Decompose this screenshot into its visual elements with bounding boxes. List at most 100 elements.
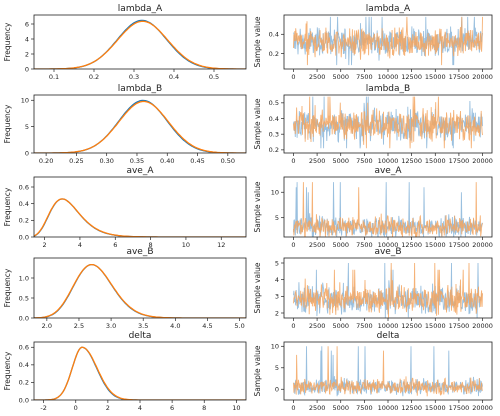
trace-line-chain-2: [293, 346, 483, 397]
panel-ave_A-density: ave_A Frequency 2 4 6 8 10 12 0.0 0.2 0.4 0.6: [3, 166, 247, 249]
y-tick-label: 10: [21, 97, 29, 105]
y-tick-label: 10: [271, 343, 279, 351]
x-tick-label: 15000: [425, 322, 446, 330]
x-tick-label: 10000: [378, 73, 399, 81]
y-tick-label: 10: [271, 189, 279, 197]
density-line-chain-2: [34, 100, 246, 153]
panel-ave_B-density: ave_B Frequency 2.0 2.5 3.0 3.5 4.0 4.5 5.0 0.0 0.…: [3, 247, 247, 330]
x-tick-label: 0: [291, 157, 295, 165]
y-tick-label: 0.4: [19, 200, 29, 208]
axes-frame: [33, 257, 247, 319]
y-axis-label: Sample value: [253, 262, 262, 313]
x-tick-label: 6: [170, 404, 174, 412]
x-tick-label: 0.40: [160, 157, 174, 165]
x-tick-label: 0.5: [209, 73, 219, 81]
plot-area: [34, 19, 246, 69]
y-tick-label: 0.6: [19, 344, 29, 352]
density-line-chain-1: [34, 19, 246, 69]
x-tick-label: 5000: [332, 241, 349, 249]
x-tick-label: 5.0: [234, 322, 244, 330]
x-tick-label: 12500: [401, 322, 422, 330]
y-tick-label: 0.4: [269, 31, 279, 39]
x-tick-label: 7500: [356, 404, 373, 412]
panel-lambda_A-trace: lambda_A Sample value 0 2500 5000 7500 10000 12…: [253, 4, 493, 81]
x-tick-label: 2500: [309, 241, 326, 249]
plot-area: [34, 198, 246, 237]
plot-area: [34, 99, 246, 153]
y-tick-label: 2: [275, 309, 279, 317]
plot-area: [293, 16, 483, 66]
chart-title: ave_A: [374, 166, 402, 176]
x-tick-label: 0.35: [130, 157, 144, 165]
x-tick-label: 20000: [472, 404, 493, 412]
panel-delta-density: delta Frequency -2 0 2 4 6 8 10 0.0 0.2 0.4 0.6: [3, 331, 247, 412]
y-tick-label: 0.2: [19, 379, 29, 387]
y-axis-label: Frequency: [3, 187, 12, 226]
x-tick-label: 2: [106, 404, 110, 412]
x-tick-label: 15000: [425, 241, 446, 249]
density-line-chain-2: [34, 20, 246, 69]
x-tick-label: 0.25: [69, 157, 83, 165]
x-tick-label: 0.3: [129, 73, 139, 81]
density-line-chain-1: [34, 198, 246, 237]
x-tick-label: 12500: [401, 73, 422, 81]
x-tick-label: 2.5: [74, 322, 84, 330]
x-tick-label: -2: [40, 404, 46, 412]
y-tick-label: 0.2: [269, 50, 279, 58]
x-tick-label: 17500: [449, 157, 470, 165]
x-tick-label: 10: [232, 404, 240, 412]
y-axis-label: Frequency: [3, 22, 12, 61]
y-tick-label: 0.0: [19, 233, 29, 241]
x-tick-label: 0.50: [221, 157, 235, 165]
y-tick-label: 0.2: [269, 146, 279, 154]
y-tick-label: 0.4: [269, 115, 279, 123]
y-tick-label: 0.0: [19, 396, 29, 404]
x-tick-label: 0.20: [39, 157, 53, 165]
x-tick-label: 15000: [425, 157, 446, 165]
y-tick-label: 0.5: [19, 294, 29, 302]
panel-lambda_B-trace: lambda_B Sample value 0 2500 5000 7500 10000 12…: [253, 84, 493, 165]
y-tick-label: 0: [275, 386, 279, 394]
y-tick-label: 0.5: [269, 99, 279, 107]
y-tick-label: 4: [25, 35, 29, 43]
trace-line-chain-2: [293, 262, 483, 318]
x-tick-label: 7500: [356, 241, 373, 249]
x-tick-label: 20000: [472, 73, 493, 81]
x-tick-label: 0.45: [190, 157, 204, 165]
y-tick-label: 0.6: [19, 183, 29, 191]
x-tick-label: 3.0: [106, 322, 116, 330]
x-tick-label: 17500: [449, 241, 470, 249]
x-tick-label: 15000: [425, 73, 446, 81]
y-tick-label: 1.0: [19, 274, 29, 282]
density-line-chain-1: [34, 263, 246, 318]
chart-title: lambda_B: [366, 84, 410, 94]
x-tick-label: 3.5: [138, 322, 148, 330]
axes-frame: [33, 176, 247, 238]
y-axis-label: Sample value: [253, 98, 262, 149]
y-tick-label: 5: [275, 364, 279, 372]
plot-area: [34, 346, 246, 400]
y-axis-label: Frequency: [3, 351, 12, 390]
x-tick-label: 0.1: [49, 73, 59, 81]
plot-area: [293, 96, 483, 149]
x-tick-label: 17500: [449, 73, 470, 81]
y-axis-label: Frequency: [3, 268, 12, 307]
x-tick-label: 10000: [378, 322, 399, 330]
x-tick-label: 12500: [401, 241, 422, 249]
y-axis-label: Sample value: [253, 181, 262, 232]
axes-frame: [33, 14, 247, 70]
x-tick-label: 12500: [401, 157, 422, 165]
x-tick-label: 7500: [356, 73, 373, 81]
x-tick-label: 0: [291, 73, 295, 81]
x-tick-label: 0.30: [99, 157, 113, 165]
y-tick-label: 0: [25, 149, 29, 157]
panel-lambda_A-density: lambda_A Frequency 0.1 0.2 0.3 0.4 0.5 0 2 4 6: [3, 4, 247, 81]
axes-frame: [33, 341, 247, 401]
x-tick-label: 10000: [378, 157, 399, 165]
x-tick-label: 5000: [332, 404, 349, 412]
y-tick-label: 0.4: [19, 361, 29, 369]
density-line-chain-2: [34, 263, 246, 318]
density-line-chain-2: [34, 198, 246, 237]
y-tick-label: 5: [275, 214, 279, 222]
